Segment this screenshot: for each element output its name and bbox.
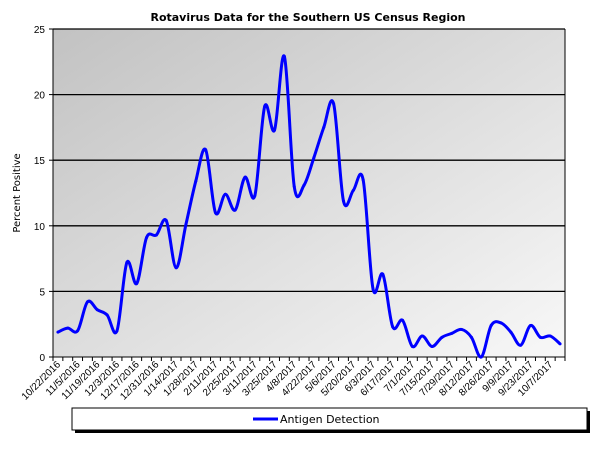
data-point <box>233 208 237 212</box>
data-point <box>529 324 533 328</box>
data-point <box>76 329 80 333</box>
x-axis: 10/22/201611/5/201611/19/201612/3/201612… <box>20 356 566 403</box>
data-point <box>105 313 109 317</box>
series-line <box>57 54 562 359</box>
data-point <box>489 324 493 328</box>
y-tick-label: 5 <box>39 287 45 298</box>
data-point <box>341 199 345 203</box>
data-point <box>135 282 139 286</box>
data-point <box>312 156 316 160</box>
data-point <box>509 330 513 334</box>
data-point <box>371 287 375 291</box>
legend: Antigen Detection <box>71 407 590 433</box>
data-point <box>253 194 257 198</box>
data-point <box>381 272 385 276</box>
y-tick-label: 20 <box>34 91 46 102</box>
data-point <box>66 326 70 330</box>
data-point <box>302 183 306 187</box>
y-tick-label: 25 <box>34 25 46 36</box>
y-axis-label: Percent Positive <box>12 153 23 232</box>
data-point <box>243 175 247 179</box>
data-point <box>430 345 434 349</box>
data-point <box>213 211 217 215</box>
data-point <box>194 179 198 183</box>
data-point <box>332 102 336 106</box>
legend-label: Antigen Detection <box>280 413 380 426</box>
data-point <box>460 327 464 331</box>
data-point <box>125 261 129 265</box>
y-tick-label: 15 <box>34 156 46 167</box>
data-point <box>440 335 444 339</box>
data-point <box>223 192 227 196</box>
data-point <box>420 334 424 338</box>
data-point <box>164 219 168 223</box>
data-point <box>410 345 414 349</box>
data-point <box>558 342 562 346</box>
data-point <box>401 318 405 322</box>
y-tick-label: 0 <box>39 353 45 364</box>
data-point <box>263 104 267 108</box>
data-point <box>154 233 158 237</box>
y-tick-label: 10 <box>34 222 46 233</box>
data-point <box>56 330 60 334</box>
data-point <box>351 188 355 192</box>
data-point <box>479 355 483 359</box>
data-point <box>145 236 149 240</box>
data-point <box>548 334 552 338</box>
data-point <box>282 55 286 59</box>
data-point <box>499 321 503 325</box>
data-point <box>273 128 277 132</box>
data-point <box>292 184 296 188</box>
data-point <box>95 308 99 312</box>
data-point <box>519 343 523 347</box>
series-antigen-detection <box>56 54 562 359</box>
data-point <box>204 148 208 152</box>
data-point <box>391 325 395 329</box>
data-point <box>469 335 473 339</box>
y-axis: 0 5 10 15 20 25 <box>34 25 566 364</box>
data-point <box>115 329 119 333</box>
data-point <box>361 178 365 182</box>
data-point <box>85 300 89 304</box>
data-point <box>174 266 178 270</box>
chart-title: Rotavirus Data for the Southern US Censu… <box>150 11 465 24</box>
data-point <box>450 331 454 335</box>
data-point <box>538 335 542 339</box>
plot-area <box>53 29 565 357</box>
data-point <box>184 222 188 226</box>
data-point <box>322 125 326 129</box>
